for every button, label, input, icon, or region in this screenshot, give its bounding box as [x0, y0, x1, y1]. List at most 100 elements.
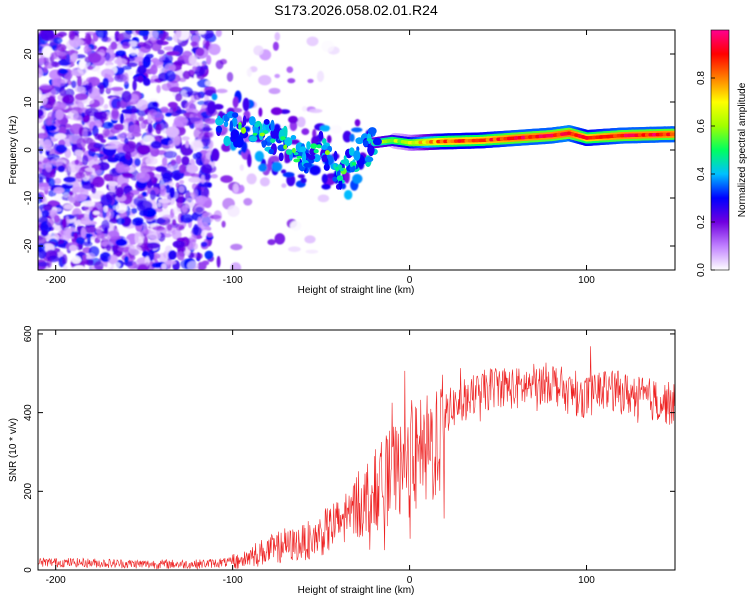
noise-blob [297, 174, 305, 179]
x-tick-label: 100 [578, 275, 595, 286]
noise-blob [128, 124, 141, 134]
noise-blob [45, 116, 53, 127]
colorbar-tick-label: 0.8 [696, 71, 707, 85]
noise-blob [96, 232, 105, 239]
trace-blob [249, 136, 258, 142]
noise-blob [258, 163, 267, 172]
noise-blob [142, 56, 152, 68]
trace-blob [231, 112, 239, 118]
noise-blob [127, 56, 136, 62]
noise-blob [197, 217, 203, 227]
noise-blob [174, 60, 187, 65]
trace-blob [343, 155, 347, 161]
noise-blob [208, 43, 221, 56]
noise-blob [59, 126, 67, 135]
snr-frame [37, 329, 676, 571]
noise-blob [144, 255, 150, 266]
noise-blob [108, 183, 116, 191]
colorbar-tick-label: 0.4 [696, 167, 707, 181]
trace-blob [301, 151, 307, 164]
noise-blob [329, 124, 342, 134]
noise-blob [134, 232, 139, 244]
noise-blob [239, 164, 244, 171]
noise-blob [175, 223, 185, 231]
noise-blob [81, 200, 96, 207]
noise-blob [206, 54, 212, 65]
noise-blob [116, 101, 121, 110]
y-tick-label: 0 [23, 147, 34, 153]
noise-blob [42, 66, 48, 73]
trace-blob [308, 154, 316, 161]
noise-blob [191, 226, 202, 236]
noise-blob [99, 84, 105, 95]
trace-blob [215, 117, 224, 126]
noise-blob [175, 182, 180, 189]
colorbar-tick-label: 0.6 [696, 119, 707, 133]
noise-blob [281, 183, 287, 188]
snr-y-label: SNR (10 * v/v) [8, 418, 19, 482]
noise-blob [230, 243, 243, 251]
noise-blob [121, 90, 132, 103]
noise-blob [176, 198, 183, 209]
noise-blob [49, 170, 56, 178]
trace-blob [366, 138, 373, 142]
x-tick-label: -200 [46, 275, 66, 286]
noise-blob [38, 57, 44, 66]
snr-y-ticks: 0 200 400 600 [23, 325, 675, 573]
y-tick-label: 600 [23, 325, 34, 342]
noise-blob [38, 132, 48, 139]
noise-blob [115, 186, 124, 198]
noise-blob [270, 107, 283, 116]
noise-blob [178, 185, 185, 193]
noise-blob [180, 213, 194, 224]
noise-blob [185, 140, 190, 148]
noise-blob [97, 161, 110, 171]
noise-blob [106, 209, 114, 219]
noise-blob [136, 99, 149, 110]
noise-blob [116, 164, 131, 173]
noise-blob [233, 183, 239, 193]
noise-blob [143, 77, 151, 86]
noise-blob [301, 105, 308, 112]
noise-blob [204, 250, 214, 260]
noise-blob [198, 182, 212, 188]
trace-blob [268, 148, 274, 154]
noise-blob [175, 30, 182, 39]
noise-blob [110, 86, 124, 92]
noise-blob [62, 192, 70, 198]
noise-blob [201, 134, 211, 147]
noise-blob [189, 112, 203, 124]
noise-blob [74, 159, 80, 165]
trace-blob [299, 146, 307, 153]
noise-blob [146, 242, 161, 249]
trace-blob [262, 130, 269, 134]
noise-blob [82, 128, 88, 140]
x-tick-label: 100 [578, 575, 595, 586]
trace-blob [321, 154, 328, 163]
trace-blob [349, 161, 354, 168]
noise-blob [317, 194, 330, 203]
noise-blob [127, 131, 133, 139]
noise-blob [215, 60, 224, 70]
noise-blob [138, 61, 143, 67]
noise-blob [204, 173, 210, 184]
noise-blob [131, 132, 142, 137]
noise-blob [63, 227, 72, 239]
noise-blob [144, 229, 150, 238]
noise-blob [148, 230, 161, 240]
noise-blob [272, 41, 279, 51]
noise-blob [179, 143, 194, 156]
trace-blob [339, 167, 344, 172]
x-tick-label: -100 [223, 275, 243, 286]
noise-blob [88, 82, 93, 94]
noise-blob [94, 261, 104, 270]
noise-blob [124, 255, 129, 263]
noise-blob [163, 46, 175, 51]
snr-x-label: Height of straight line (km) [298, 585, 415, 596]
noise-blob [54, 177, 62, 185]
noise-blob [71, 255, 82, 264]
noise-blob [173, 172, 181, 181]
noise-blob [121, 172, 133, 177]
noise-blob [46, 257, 52, 268]
trace-blob [335, 166, 339, 172]
